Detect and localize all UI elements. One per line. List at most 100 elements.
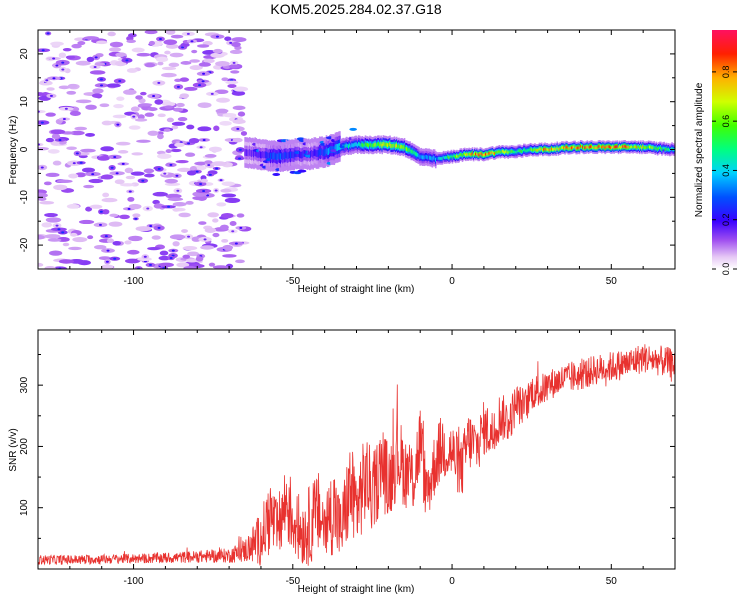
ridge-cell (381, 143, 384, 148)
noise-cell (137, 114, 145, 120)
ridge-cell (617, 146, 620, 150)
ridge-cell (597, 145, 600, 148)
ridge-cell (427, 155, 429, 160)
ridge-cell (487, 152, 489, 156)
ridge-cell (315, 150, 318, 157)
noise-cell-core (195, 170, 199, 173)
ridge-cell (398, 144, 400, 149)
ridge-cell (666, 148, 669, 151)
ridge-cell (497, 150, 499, 154)
ridge-cell (283, 152, 285, 160)
ridge-cell (446, 156, 448, 159)
noise-cell-core (202, 189, 206, 192)
noise-cell (58, 259, 75, 264)
ridge-cell (541, 148, 544, 152)
noise-cell-core (175, 174, 179, 177)
ridge-cell (478, 153, 481, 157)
ridge-cell (505, 150, 507, 153)
ridge-cell (615, 145, 618, 149)
noise-cell (70, 130, 85, 136)
ridge-cell (657, 147, 660, 150)
ridge-cell (375, 143, 378, 147)
ridge-cell (411, 149, 414, 154)
noise-cell (62, 47, 72, 52)
ridge-cell (562, 146, 564, 149)
ridge-cell (447, 155, 449, 159)
ridge-cell (356, 143, 359, 148)
ridge-cell (585, 146, 588, 149)
ridge-cell (507, 151, 510, 155)
noise-cell-core (176, 85, 180, 88)
ridge-cell (277, 152, 280, 159)
noise-cell-core (187, 142, 191, 145)
ridge-cell (536, 148, 538, 152)
noise-cell (144, 112, 155, 117)
ridge-cell (519, 149, 522, 153)
ridge-cell (410, 149, 413, 154)
noise-cell (222, 244, 234, 251)
noise-cell-core (55, 64, 59, 67)
noise-cell (112, 114, 127, 119)
ridge-cell (302, 151, 304, 158)
ridge-cell (436, 156, 438, 160)
ridge-cell (349, 127, 357, 131)
ridge-cell (394, 144, 397, 149)
noise-cell (163, 128, 171, 132)
ridge-cell (322, 149, 324, 157)
ridge-cell (463, 152, 466, 156)
noise-cell (136, 139, 151, 143)
ridge-cell (512, 150, 515, 154)
ridge-cell (656, 147, 659, 151)
noise-cell (125, 175, 136, 180)
noise-cell (222, 254, 237, 258)
noise-cell (65, 55, 76, 60)
ridge-cell (559, 147, 562, 150)
noise-cell (83, 184, 95, 189)
noise-cell (140, 91, 147, 96)
noise-cell (229, 49, 243, 55)
ridge-cell (632, 145, 634, 149)
noise-cell (212, 232, 220, 238)
noise-cell (172, 202, 187, 207)
ridge-cell (660, 146, 662, 150)
ridge-cell (555, 148, 557, 152)
ridge-cell (351, 143, 353, 147)
ridge-cell (312, 150, 314, 158)
noise-cell (208, 146, 222, 153)
noise-cell-core (232, 61, 236, 64)
noise-cell-core (116, 123, 120, 126)
ridge-cell (301, 151, 303, 159)
ridge-cell (631, 145, 633, 149)
noise-cell (80, 148, 96, 153)
noise-cell-core (125, 59, 129, 62)
noise-cell (75, 99, 92, 104)
ridge-cell (524, 148, 526, 152)
noise-cell (39, 200, 55, 205)
noise-cell (91, 93, 103, 98)
ridge-cell (274, 152, 277, 160)
noise-cell-core (149, 224, 153, 227)
ridge-cell (603, 145, 605, 149)
ridge-cell (667, 147, 670, 151)
noise-cell (197, 102, 212, 108)
noise-cell (221, 181, 236, 187)
noise-cell (216, 97, 230, 103)
noise-cell (114, 61, 127, 67)
noise-cell-core (236, 127, 240, 130)
ridge-cell (544, 147, 546, 151)
ridge-cell (644, 146, 647, 150)
ridge-cell (353, 142, 356, 147)
ridge-cell (325, 147, 328, 154)
noise-cell (116, 96, 125, 101)
noise-cell-core (75, 152, 79, 155)
x-tick-label: 0 (449, 276, 455, 287)
snr-series-line (38, 344, 675, 566)
ridge-cell (364, 142, 367, 146)
ridge-cell (323, 149, 326, 157)
noise-cell-core (169, 256, 173, 259)
noise-cell (171, 125, 179, 130)
noise-cell (47, 149, 60, 154)
ridge-cell (482, 153, 485, 157)
noise-cell (72, 236, 88, 243)
